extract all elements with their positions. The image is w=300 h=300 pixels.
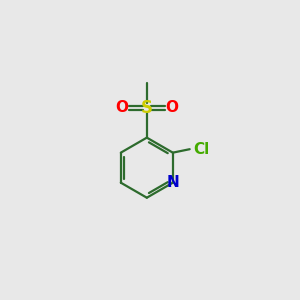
Text: O: O <box>116 100 128 115</box>
Text: O: O <box>165 100 178 115</box>
Text: S: S <box>141 99 153 117</box>
Text: Cl: Cl <box>194 142 210 157</box>
Text: N: N <box>167 175 179 190</box>
